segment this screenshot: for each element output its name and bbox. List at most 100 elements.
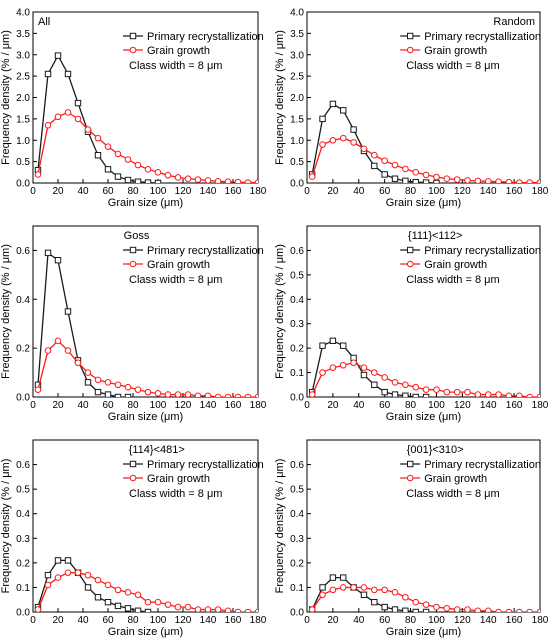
data-point-grain-growth bbox=[360, 584, 368, 591]
data-point-grain-growth bbox=[254, 393, 258, 397]
x-axis-label: Grain size (μm) bbox=[108, 197, 183, 209]
y-tick-label: 0.0 bbox=[290, 608, 304, 619]
class-width-annotation: Class width = 8 μm bbox=[406, 488, 499, 500]
panel-title: Goss bbox=[124, 230, 150, 242]
x-tick-label: 160 bbox=[506, 186, 523, 197]
data-point-grain-growth bbox=[371, 151, 378, 159]
data-point-grain-growth bbox=[381, 157, 388, 165]
data-point-grain-growth bbox=[402, 593, 409, 601]
data-point-grain-growth bbox=[124, 589, 132, 596]
series-line-grain-growth bbox=[311, 586, 540, 612]
legend-marker-circle bbox=[129, 474, 137, 482]
x-axis-label: Grain size (μm) bbox=[386, 411, 461, 423]
y-tick-label: 3.0 bbox=[290, 50, 304, 61]
data-point-grain-growth bbox=[64, 109, 72, 116]
legend-marker-circle bbox=[129, 46, 137, 54]
data-point-primary-recrystallization bbox=[84, 379, 92, 386]
y-tick-label: 0.4 bbox=[290, 509, 304, 520]
data-point-grain-growth bbox=[339, 584, 347, 591]
data-point-primary-recrystallization bbox=[154, 179, 162, 183]
data-point-grain-growth bbox=[64, 569, 72, 576]
data-point-grain-growth bbox=[54, 337, 62, 345]
legend-marker-circle bbox=[406, 474, 414, 482]
y-tick-label: 3.5 bbox=[290, 29, 304, 40]
data-point-primary-recrystallization bbox=[433, 179, 440, 183]
x-tick-label: 160 bbox=[225, 615, 242, 626]
data-point-grain-growth bbox=[134, 591, 142, 599]
legend-label: Grain growth bbox=[424, 259, 487, 271]
data-point-grain-growth bbox=[244, 393, 252, 397]
x-tick-label: 40 bbox=[353, 186, 365, 197]
plot-frame bbox=[32, 225, 259, 398]
x-tick-label: 20 bbox=[52, 186, 64, 197]
data-point-grain-growth bbox=[474, 391, 482, 397]
legend-marker-circle bbox=[406, 46, 414, 54]
data-point-grain-growth bbox=[244, 608, 252, 612]
y-tick-label: 3.5 bbox=[16, 29, 30, 40]
data-point-grain-growth bbox=[84, 126, 92, 133]
data-point-primary-recrystallization bbox=[340, 342, 347, 349]
data-point-grain-growth bbox=[214, 393, 222, 397]
data-point-grain-growth bbox=[350, 584, 357, 591]
data-point-grain-growth bbox=[474, 607, 482, 612]
data-point-primary-recrystallization bbox=[391, 391, 399, 397]
data-point-grain-growth bbox=[104, 379, 112, 386]
x-tick-label: 40 bbox=[77, 186, 89, 197]
data-point-grain-growth bbox=[134, 386, 142, 393]
x-tick-label: 60 bbox=[379, 615, 391, 626]
y-tick-label: 0.2 bbox=[290, 558, 304, 569]
data-point-grain-growth bbox=[74, 569, 82, 576]
y-tick-label: 0.5 bbox=[290, 485, 304, 496]
data-point-grain-growth bbox=[443, 388, 451, 396]
series-line-primary-recrystallization bbox=[311, 576, 427, 612]
data-point-grain-growth bbox=[308, 391, 316, 397]
data-point-grain-growth bbox=[484, 391, 492, 397]
data-point-grain-growth bbox=[34, 171, 42, 178]
data-point-grain-growth bbox=[124, 156, 132, 163]
data-point-grain-growth bbox=[254, 179, 258, 183]
x-tick-label: 80 bbox=[127, 186, 139, 197]
class-width-annotation: Class width = 8 μm bbox=[129, 274, 222, 286]
y-tick-label: 0.1 bbox=[290, 583, 304, 594]
panel-title: Random bbox=[493, 16, 535, 28]
data-point-primary-recrystallization bbox=[114, 602, 122, 610]
data-point-grain-growth bbox=[443, 175, 451, 183]
data-point-grain-growth bbox=[154, 169, 162, 176]
data-point-grain-growth bbox=[194, 606, 202, 612]
y-tick-label: 0.5 bbox=[16, 485, 30, 496]
data-point-primary-recrystallization bbox=[340, 107, 347, 114]
data-point-grain-growth bbox=[412, 598, 420, 606]
y-axis-label: Frequency density (% / μm) bbox=[274, 244, 286, 379]
x-tick-label: 160 bbox=[506, 400, 523, 411]
data-point-grain-growth bbox=[204, 606, 212, 612]
x-tick-label: 160 bbox=[225, 186, 242, 197]
data-point-primary-recrystallization bbox=[360, 371, 368, 379]
legend-label: Primary recrystallization bbox=[147, 245, 264, 257]
x-tick-label: 80 bbox=[405, 186, 417, 197]
data-point-primary-recrystallization bbox=[134, 178, 142, 183]
y-tick-label: 0.5 bbox=[16, 157, 30, 168]
class-width-annotation: Class width = 8 μm bbox=[129, 488, 222, 500]
data-point-grain-growth bbox=[308, 606, 316, 612]
y-tick-label: 2.5 bbox=[16, 72, 30, 83]
x-tick-label: 60 bbox=[379, 400, 391, 411]
data-point-grain-growth bbox=[204, 177, 212, 183]
data-point-grain-growth bbox=[495, 178, 502, 183]
x-tick-label: 120 bbox=[454, 615, 471, 626]
legend-marker-circle bbox=[129, 260, 137, 268]
data-point-grain-growth bbox=[134, 161, 142, 169]
y-tick-label: 0.4 bbox=[16, 295, 30, 306]
data-point-primary-recrystallization bbox=[144, 179, 152, 183]
x-tick-label: 60 bbox=[102, 400, 114, 411]
data-point-grain-growth bbox=[144, 388, 152, 396]
data-point-grain-growth bbox=[54, 113, 62, 121]
data-point-grain-growth bbox=[515, 179, 523, 183]
x-tick-label: 120 bbox=[454, 186, 471, 197]
y-tick-label: 0.1 bbox=[290, 368, 304, 379]
legend-marker-square bbox=[129, 460, 137, 468]
y-tick-label: 1.0 bbox=[290, 136, 304, 147]
data-point-primary-recrystallization bbox=[44, 571, 52, 579]
x-tick-label: 20 bbox=[52, 615, 64, 626]
